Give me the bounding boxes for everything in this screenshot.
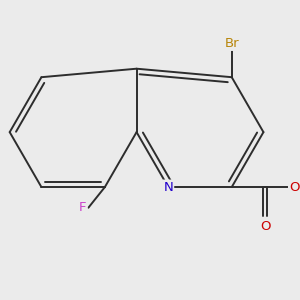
Text: N: N bbox=[164, 181, 173, 194]
Text: F: F bbox=[79, 201, 87, 214]
Text: O: O bbox=[260, 220, 271, 233]
Text: Br: Br bbox=[224, 37, 239, 50]
Text: O: O bbox=[289, 181, 299, 194]
